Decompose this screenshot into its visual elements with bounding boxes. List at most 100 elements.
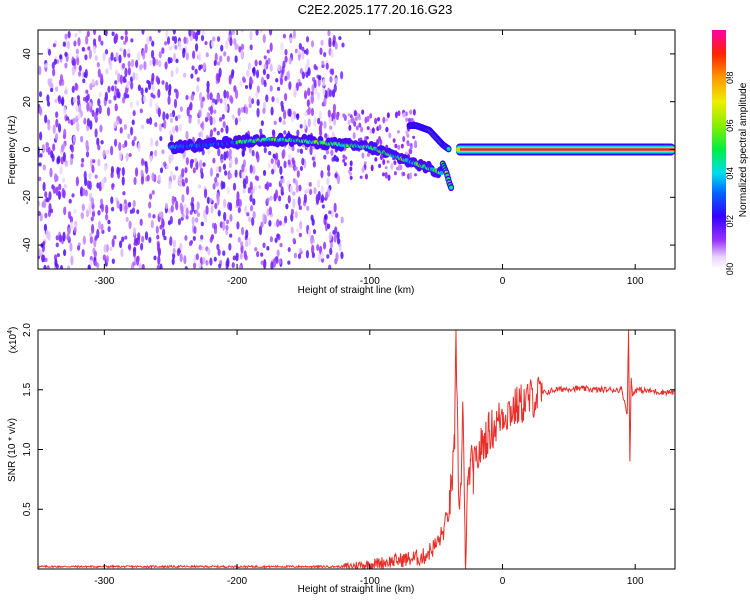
noise-speckle <box>310 107 315 117</box>
noise-speckle <box>168 207 172 214</box>
noise-speckle <box>252 198 256 206</box>
noise-speckle <box>38 211 41 217</box>
noise-speckle <box>377 117 381 122</box>
noise-speckle <box>378 124 382 131</box>
noise-speckle <box>162 111 166 121</box>
noise-speckle <box>263 258 267 268</box>
noise-speckle <box>285 203 289 210</box>
noise-speckle <box>138 263 142 269</box>
noise-speckle <box>223 198 227 209</box>
noise-speckle <box>198 131 202 138</box>
noise-speckle <box>237 107 241 117</box>
noise-speckle <box>198 51 202 62</box>
noise-speckle <box>240 226 245 236</box>
noise-speckle <box>102 149 106 159</box>
noise-speckle <box>307 87 311 97</box>
noise-speckle <box>281 104 285 112</box>
noise-speckle <box>311 84 315 92</box>
noise-speckle <box>284 92 288 102</box>
noise-speckle <box>41 144 46 152</box>
snr-panel: -300 -200 -100 0 100 0.5 1.0 1.5 2.0 Height of … <box>7 323 676 595</box>
noise-speckle <box>319 121 323 127</box>
noise-speckle <box>241 76 246 82</box>
noise-speckle <box>109 61 113 71</box>
noise-speckle <box>175 89 179 100</box>
noise-speckle <box>283 160 287 169</box>
noise-speckle <box>333 202 337 213</box>
noise-speckle <box>269 63 273 72</box>
noise-speckle <box>329 247 333 256</box>
noise-speckle <box>235 198 240 207</box>
noise-speckle <box>106 106 111 117</box>
noise-speckle <box>244 205 248 214</box>
noise-speckle <box>39 153 43 158</box>
noise-speckle <box>266 73 270 79</box>
noise-speckle <box>297 196 301 207</box>
noise-speckle <box>316 244 320 251</box>
noise-speckle <box>155 75 159 83</box>
noise-speckle <box>93 112 97 120</box>
noise-speckle <box>39 131 43 141</box>
noise-speckle <box>393 171 397 176</box>
noise-speckle <box>157 255 161 266</box>
noise-speckle <box>282 221 286 227</box>
noise-speckle <box>223 98 227 106</box>
noise-speckle <box>170 204 174 213</box>
noise-speckle <box>117 72 121 83</box>
noise-speckle <box>100 140 104 145</box>
noise-speckle <box>328 231 332 242</box>
snr-multiplier-exp: 4 <box>7 330 14 334</box>
noise-speckle <box>84 177 88 187</box>
noise-speckle <box>249 181 253 191</box>
noise-speckle <box>288 57 292 65</box>
noise-speckle <box>90 216 94 222</box>
noise-speckle <box>146 79 150 84</box>
noise-speckle <box>277 64 281 72</box>
noise-speckle <box>42 254 46 263</box>
noise-speckle <box>165 113 169 120</box>
noise-speckle <box>335 113 340 121</box>
noise-speckle <box>234 117 238 126</box>
noise-speckle <box>218 263 222 269</box>
noise-speckle <box>220 44 224 52</box>
noise-speckle <box>370 164 374 172</box>
noise-speckle <box>219 55 223 63</box>
noise-speckle <box>384 171 388 179</box>
noise-speckle <box>197 184 202 190</box>
noise-speckle <box>171 109 176 118</box>
noise-speckle <box>169 170 174 178</box>
noise-speckle <box>246 212 250 217</box>
noise-speckle <box>255 30 259 36</box>
noise-speckle <box>99 73 104 82</box>
noise-speckle <box>132 199 136 208</box>
noise-speckle <box>321 204 325 209</box>
spectrogram-y-tick-label: 0 <box>22 146 33 152</box>
noise-speckle <box>267 57 271 65</box>
noise-speckle <box>98 91 102 98</box>
noise-speckle <box>167 56 171 64</box>
noise-speckle <box>54 86 59 92</box>
noise-speckle <box>194 43 199 52</box>
noise-speckle <box>45 141 49 148</box>
noise-speckle <box>84 54 88 61</box>
noise-speckle <box>384 166 388 170</box>
noise-speckle <box>247 236 252 247</box>
noise-speckle <box>51 61 55 70</box>
noise-speckle <box>158 211 162 218</box>
noise-speckle <box>74 32 78 38</box>
noise-speckle <box>378 136 382 142</box>
noise-speckle <box>144 43 148 54</box>
noise-speckle <box>412 108 416 116</box>
noise-speckle <box>85 35 89 45</box>
colorbar-ticks: 0.0 0.2 0.4 0.6 0.8 <box>725 72 735 276</box>
noise-speckle <box>252 211 256 219</box>
noise-speckle <box>409 172 413 180</box>
noise-speckle <box>107 226 111 233</box>
noise-speckle <box>262 169 267 176</box>
noise-speckle <box>110 51 114 61</box>
noise-speckle <box>240 43 245 51</box>
noise-speckle <box>85 151 90 158</box>
noise-speckle <box>385 118 389 122</box>
noise-speckle <box>216 196 220 206</box>
noise-speckle <box>223 211 227 222</box>
